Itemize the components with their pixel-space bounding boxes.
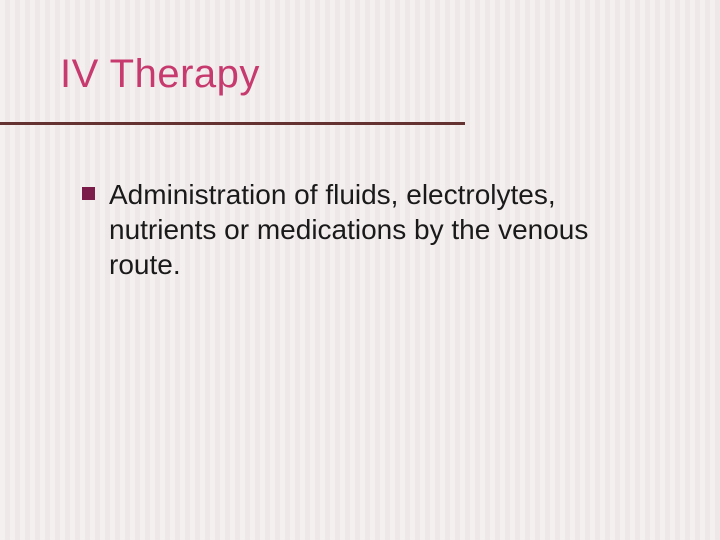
slide: IV Therapy Administration of fluids, ele…	[0, 0, 720, 540]
bullet-item: Administration of fluids, electrolytes, …	[82, 177, 650, 282]
slide-title: IV Therapy	[60, 52, 260, 97]
title-underline	[0, 122, 465, 125]
square-bullet-icon	[82, 187, 95, 200]
bullet-text: Administration of fluids, electrolytes, …	[109, 177, 650, 282]
